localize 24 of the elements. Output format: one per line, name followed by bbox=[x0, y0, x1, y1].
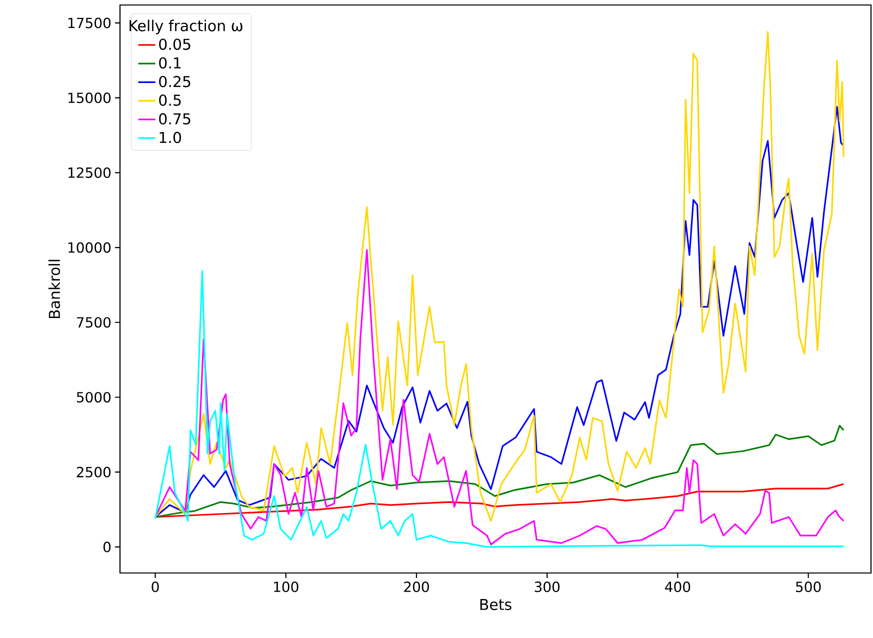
legend-label: 0.75 bbox=[159, 113, 190, 124]
x-tick-label: 200 bbox=[404, 582, 429, 592]
x-tick-label: 400 bbox=[665, 582, 690, 592]
y-tick-label: 5000 bbox=[76, 392, 111, 403]
y-tick-label: 17500 bbox=[68, 18, 111, 28]
legend-label: 0.1 bbox=[159, 57, 181, 69]
line-series bbox=[154, 106, 844, 518]
y-axis-title: Bankroll bbox=[48, 260, 60, 318]
y-tick-label: 2500 bbox=[76, 466, 111, 478]
x-tick-label: 300 bbox=[534, 582, 560, 592]
y-tick-label: 7500 bbox=[76, 317, 111, 328]
y-tick-label: 10000 bbox=[68, 242, 111, 253]
legend-label: 0.05 bbox=[159, 38, 190, 50]
x-tick-label: 0 bbox=[152, 582, 159, 592]
legend-label: 0.25 bbox=[159, 76, 190, 88]
y-tick-label: 15000 bbox=[68, 92, 111, 104]
legend-label: 1.0 bbox=[160, 132, 181, 144]
y-tick-label: 12500 bbox=[68, 167, 111, 178]
x-tick-label: 500 bbox=[796, 582, 821, 592]
x-axis-title: Bets bbox=[480, 598, 512, 610]
x-tick-label: 100 bbox=[274, 582, 298, 592]
legend-title: Kelly fraction ω bbox=[130, 20, 242, 34]
y-tick-label: 0 bbox=[103, 542, 111, 552]
legend-label: 0.5 bbox=[159, 94, 181, 106]
